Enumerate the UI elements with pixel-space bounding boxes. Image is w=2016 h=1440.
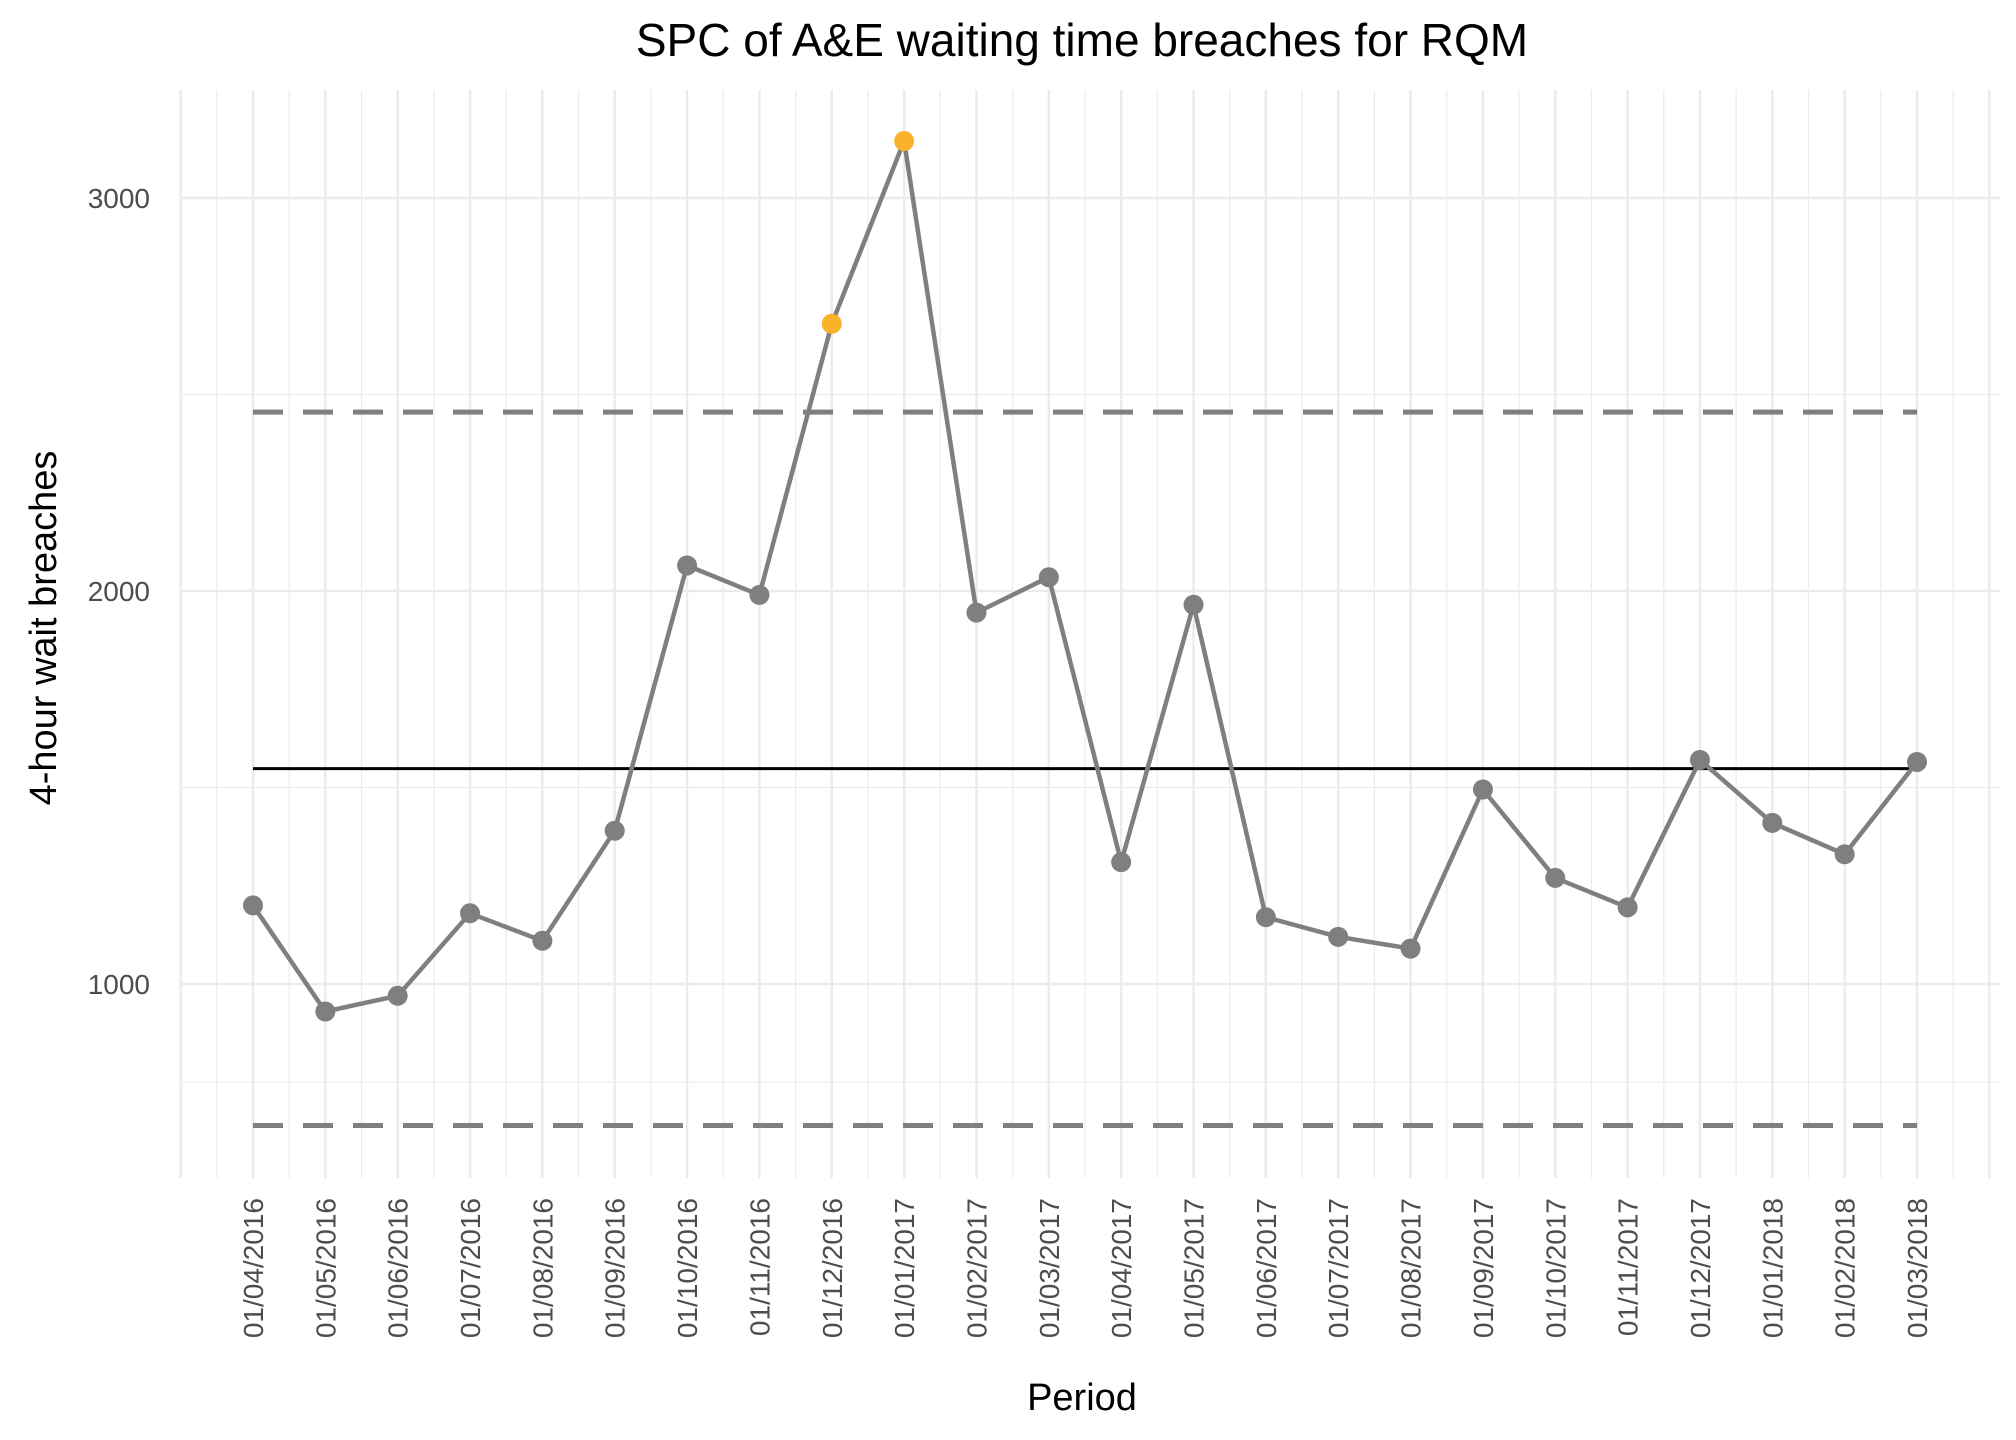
x-tick-label: 01/05/2016 <box>310 1198 341 1338</box>
data-point <box>1038 567 1059 588</box>
x-tick-label: 01/07/2017 <box>1323 1198 1354 1338</box>
x-tick-label: 01/01/2018 <box>1757 1198 1788 1338</box>
control-limits <box>253 409 1917 1128</box>
x-tick-label: 01/08/2017 <box>1396 1198 1427 1338</box>
data-point <box>1183 594 1204 615</box>
x-tick-label: 01/07/2016 <box>455 1198 486 1338</box>
series-line <box>251 138 1919 1014</box>
x-axis-title: Period <box>1027 1377 1137 1419</box>
data-point <box>677 555 698 576</box>
data-point <box>1255 907 1276 928</box>
data-point <box>1689 749 1710 770</box>
data-point <box>1472 779 1493 800</box>
x-tick-label: 01/10/2017 <box>1540 1198 1571 1338</box>
data-point <box>1328 926 1349 947</box>
x-tick-label: 01/11/2016 <box>744 1198 775 1336</box>
y-axis-ticks: 1000 2000 3000 <box>88 183 150 1000</box>
x-tick-label: 01/06/2016 <box>383 1198 414 1338</box>
x-tick-label: 01/11/2017 <box>1613 1198 1644 1336</box>
x-tick-label: 01/12/2017 <box>1685 1198 1716 1338</box>
data-point <box>243 895 263 916</box>
data-point <box>1617 897 1638 918</box>
x-tick-label: 01/02/2018 <box>1830 1198 1861 1338</box>
data-point <box>1400 938 1421 959</box>
y-tick-label: 1000 <box>88 969 150 1000</box>
x-tick-label: 01/12/2016 <box>817 1198 848 1338</box>
x-tick-label: 01/10/2016 <box>672 1198 703 1338</box>
data-point <box>315 1001 336 1022</box>
x-tick-label: 01/03/2017 <box>1034 1198 1065 1338</box>
data-point <box>1762 812 1783 833</box>
data-point <box>1545 867 1566 888</box>
data-point <box>1111 852 1132 873</box>
x-tick-label: 01/02/2017 <box>961 1198 992 1338</box>
y-tick-label: 3000 <box>88 183 150 214</box>
highlight-point <box>821 313 842 334</box>
x-tick-label: 01/06/2017 <box>1251 1198 1282 1338</box>
series <box>251 138 1919 1014</box>
data-point <box>460 903 481 924</box>
data-point <box>1907 751 1927 772</box>
x-tick-label: 01/01/2017 <box>889 1198 920 1338</box>
data-point <box>387 985 408 1006</box>
data-point <box>532 930 553 951</box>
grid <box>179 90 2000 1178</box>
x-tick-label: 01/09/2017 <box>1468 1198 1499 1338</box>
chart-title: SPC of A&E waiting time breaches for RQM <box>636 14 1528 66</box>
x-axis-ticks: 01/04/2016 01/05/2016 01/06/2016 01/07/2016… <box>238 1198 1933 1338</box>
x-tick-label: 01/09/2016 <box>600 1198 631 1338</box>
data-point <box>1834 844 1855 865</box>
y-axis-title: 4-hour wait breaches <box>23 451 65 806</box>
data-point <box>749 584 770 605</box>
highlight-point <box>894 131 915 152</box>
data-point <box>966 602 987 623</box>
x-tick-label: 01/04/2017 <box>1106 1198 1137 1338</box>
x-tick-label: 01/03/2018 <box>1902 1198 1933 1338</box>
data-points <box>243 131 1927 1022</box>
x-tick-label: 01/08/2016 <box>527 1198 558 1338</box>
x-tick-label: 01/04/2016 <box>238 1198 269 1338</box>
data-point <box>604 820 625 841</box>
y-tick-label: 2000 <box>88 576 150 607</box>
x-tick-label: 01/05/2017 <box>1179 1198 1210 1338</box>
